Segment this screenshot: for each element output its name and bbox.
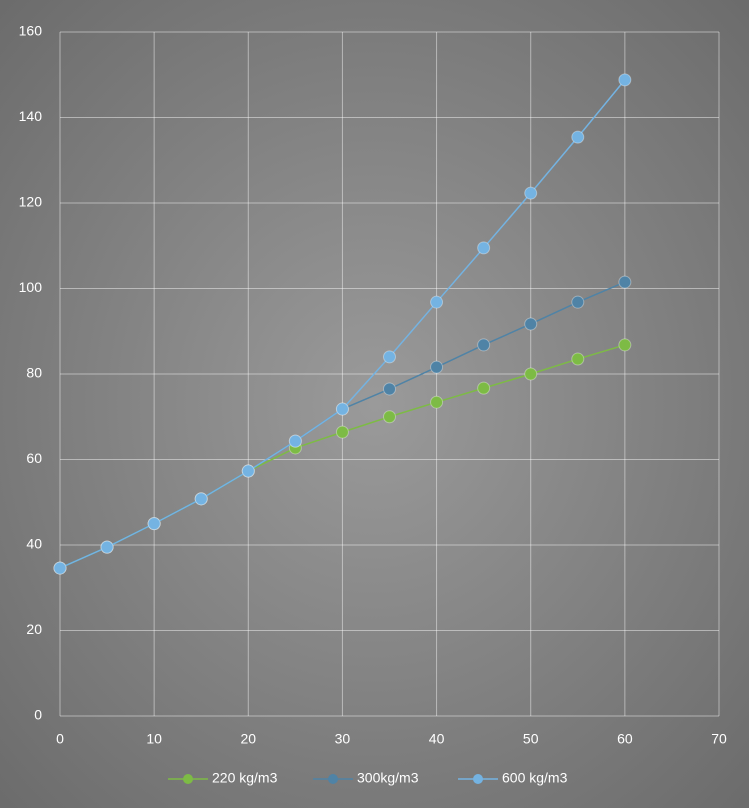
- y-tick-label: 20: [26, 621, 42, 637]
- data-point: [194, 492, 208, 506]
- data-point: [288, 434, 302, 448]
- data-point: [335, 402, 349, 416]
- data-point: [383, 350, 396, 364]
- data-point: [618, 338, 632, 352]
- data-point: [147, 517, 161, 531]
- legend-label: 600 kg/m3: [502, 770, 568, 786]
- data-point: [241, 464, 255, 478]
- legend-label: 300kg/m3: [357, 770, 419, 786]
- y-tick-label: 160: [19, 23, 43, 39]
- data-point: [477, 381, 491, 395]
- data-point: [524, 317, 538, 331]
- data-point: [100, 540, 114, 554]
- data-point: [383, 410, 396, 424]
- x-tick-label: 10: [146, 731, 162, 747]
- x-tick-label: 20: [240, 731, 256, 747]
- x-tick-label: 0: [56, 731, 64, 747]
- data-point: [430, 360, 444, 374]
- legend-marker: [473, 774, 483, 784]
- y-tick-label: 0: [34, 707, 42, 723]
- data-point: [571, 352, 585, 366]
- y-tick-label: 80: [26, 365, 42, 381]
- data-point: [335, 425, 349, 439]
- x-tick-label: 60: [617, 731, 633, 747]
- y-tick-label: 100: [19, 279, 43, 295]
- data-point: [430, 395, 444, 409]
- data-point: [618, 73, 632, 87]
- legend-marker: [328, 774, 338, 784]
- data-point: [53, 561, 67, 575]
- x-tick-label: 70: [711, 731, 727, 747]
- data-point: [524, 367, 538, 381]
- x-tick-label: 40: [429, 731, 445, 747]
- data-point: [618, 275, 632, 289]
- x-tick-label: 30: [335, 731, 351, 747]
- x-tick-label: 50: [523, 731, 539, 747]
- legend-marker: [183, 774, 193, 784]
- y-tick-label: 140: [19, 108, 43, 124]
- data-point: [383, 382, 396, 396]
- data-point: [571, 130, 585, 144]
- data-point: [430, 295, 444, 309]
- y-tick-label: 40: [26, 536, 42, 552]
- y-tick-label: 120: [19, 194, 43, 210]
- data-point: [571, 295, 585, 309]
- data-point: [524, 186, 538, 200]
- data-point: [477, 241, 491, 255]
- legend-label: 220 kg/m3: [212, 770, 278, 786]
- data-point: [477, 338, 491, 352]
- y-tick-label: 60: [26, 450, 42, 466]
